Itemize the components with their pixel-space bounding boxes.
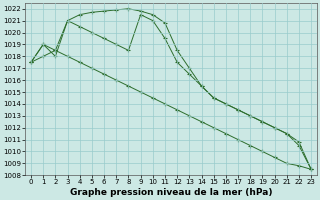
X-axis label: Graphe pression niveau de la mer (hPa): Graphe pression niveau de la mer (hPa) [70,188,272,197]
